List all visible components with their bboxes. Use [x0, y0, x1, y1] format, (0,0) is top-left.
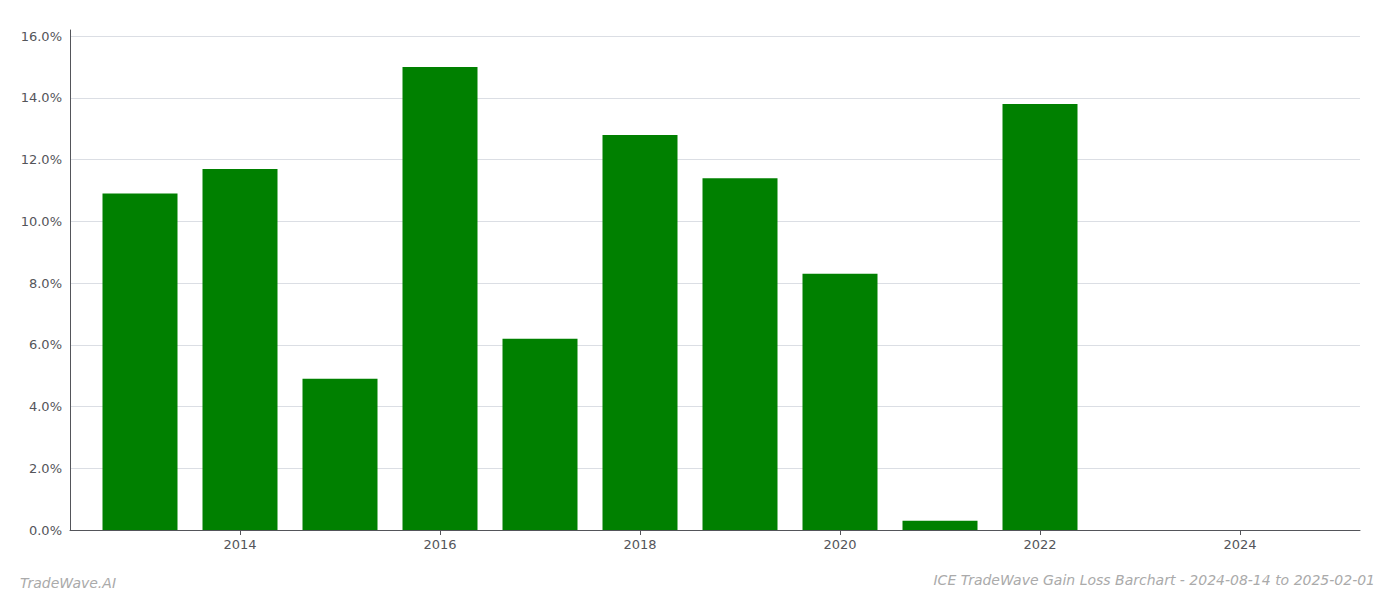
svg-text:4.0%: 4.0% [29, 399, 62, 414]
svg-text:ICE TradeWave Gain Loss Barcha: ICE TradeWave Gain Loss Barchart - 2024-… [933, 572, 1375, 588]
svg-text:6.0%: 6.0% [29, 337, 62, 352]
svg-text:2018: 2018 [623, 537, 656, 552]
svg-text:2.0%: 2.0% [29, 461, 62, 476]
svg-text:2020: 2020 [823, 537, 856, 552]
svg-text:2014: 2014 [223, 537, 256, 552]
svg-text:14.0%: 14.0% [21, 90, 62, 105]
svg-text:16.0%: 16.0% [21, 29, 62, 44]
svg-text:10.0%: 10.0% [21, 214, 62, 229]
svg-text:8.0%: 8.0% [29, 276, 62, 291]
svg-text:0.0%: 0.0% [29, 523, 62, 538]
svg-text:TradeWave.AI: TradeWave.AI [20, 575, 116, 591]
svg-text:2022: 2022 [1023, 537, 1056, 552]
svg-text:2024: 2024 [1223, 537, 1256, 552]
svg-text:2016: 2016 [423, 537, 456, 552]
svg-text:12.0%: 12.0% [21, 152, 62, 167]
